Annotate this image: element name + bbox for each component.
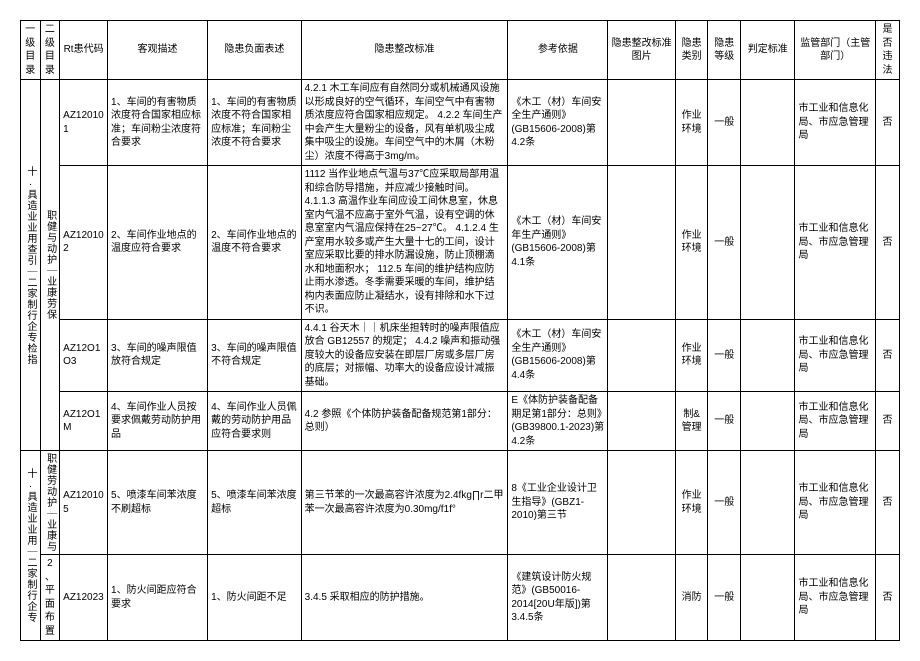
cell-img (608, 166, 675, 320)
cell-judge (741, 555, 795, 641)
cell-ref: 《木工（材）车间安全生产通则》(GB15606-2008)第4.4条 (508, 319, 608, 392)
cell-obj: 4、车间作业人员按要求佩戴劳动防护用品 (108, 392, 208, 451)
cell-ill: 否 (875, 166, 899, 320)
cell-code: AZ120102 (60, 166, 108, 320)
cell-lvl: 一般 (708, 555, 741, 641)
h-cat: 隐患类别 (675, 21, 708, 80)
h-img: 隐患整改标准图片 (608, 21, 675, 80)
cell-lvl: 一般 (708, 319, 741, 392)
h-judge: 判定标准 (741, 21, 795, 80)
h-lv2: 二级目录 (40, 21, 60, 80)
table-row: AZ12O1M 4、车间作业人员按要求佩戴劳动防护用品 4、车间作业人员佩戴的劳… (21, 392, 900, 451)
cell-std: 第三节苯的一次最高容许浓度为2.4fkg∏r二甲苯一次最高容许浓度为0.30mg… (301, 451, 508, 555)
cell-ill: 否 (875, 451, 899, 555)
cell-obj: 5、喷漆车间苯浓度不刷超标 (108, 451, 208, 555)
h-lvl: 隐患等级 (708, 21, 741, 80)
cell-cat: 作业环境 (675, 451, 708, 555)
cell-img (608, 80, 675, 166)
h-obj: 客观描述 (108, 21, 208, 80)
hazard-table: 一级目录 二级目录 Rt患代码 客观描述 隐患负面表述 隐患整改标准 参考依据 … (20, 20, 900, 641)
cell-dept: 市工业和信息化局、市应急管理局 (795, 319, 876, 392)
cell-lvl: 一般 (708, 392, 741, 451)
cell-dept: 市工业和信息化局、市应急管理局 (795, 451, 876, 555)
h-neg: 隐患负面表述 (208, 21, 302, 80)
lv2-a: 职健与动护｜业康劳保 (40, 80, 60, 451)
lv2-b: 职健劳动护｜业康与 (40, 451, 60, 555)
cell-code: AZ12O1O3 (60, 319, 108, 392)
cell-ill: 否 (875, 319, 899, 392)
cell-std: 3.4.5 采取相应的防护措施。 (301, 555, 508, 641)
h-lv1: 一级目录 (21, 21, 41, 80)
cell-ill: 否 (875, 80, 899, 166)
cell-ref: 《木工（材）车间安年生产通则》(GB15606-2008)第4.1条 (508, 166, 608, 320)
cell-dept: 市工业和信息化局、市应急管理局 (795, 80, 876, 166)
cell-cat: 制&管理 (675, 392, 708, 451)
cell-std: 1112 当作业地点气温与37℃应采取局部用温和综合防导措施，并应减少接触时间。… (301, 166, 508, 320)
cell-neg: 4、车间作业人员佩戴的劳动防护用品应符合要求则 (208, 392, 302, 451)
h-code: Rt患代码 (60, 21, 108, 80)
cell-cat: 作业环境 (675, 80, 708, 166)
cell-img (608, 319, 675, 392)
table-row: 十.具造业业用｜二家制行企专 职健劳动护｜业康与 AZ120105 5、喷漆车间… (21, 451, 900, 555)
h-std: 隐患整改标准 (301, 21, 508, 80)
cell-dept: 市工业和信息化局、市应急管理局 (795, 555, 876, 641)
cell-judge (741, 319, 795, 392)
cell-code: AZ12O1M (60, 392, 108, 451)
cell-dept: 市工业和信息化局、市应急管理局 (795, 392, 876, 451)
cell-obj: 1、车间的有害物质浓度符合国家相应标准；车间粉尘浓度符合要求 (108, 80, 208, 166)
cell-img (608, 392, 675, 451)
cell-neg: 1、车间的有害物质浓度不符合国家相应标准；车间粉尘浓度不符合要求 (208, 80, 302, 166)
cell-cat: 作业环境 (675, 319, 708, 392)
cell-std: 4.4.1 谷天木｜｜机床坐担转时的噪声限值应放合 GB12557 的规定； 4… (301, 319, 508, 392)
lv1-a: 十.具造业业用查引｜二家制行企专检指 (21, 80, 41, 451)
cell-ill: 否 (875, 555, 899, 641)
cell-obj: 1、防火间距应符合要求 (108, 555, 208, 641)
cell-judge (741, 80, 795, 166)
cell-lvl: 一般 (708, 80, 741, 166)
cell-code: AZ120101 (60, 80, 108, 166)
table-row: AZ120102 2、车间作业地点的温度应符合要求 2、车间作业地点的温度不符合… (21, 166, 900, 320)
h-dept: 监管部门（主管部门） (795, 21, 876, 80)
table-row: 十.具造业业用查引｜二家制行企专检指 职健与动护｜业康劳保 AZ120101 1… (21, 80, 900, 166)
cell-dept: 市工业和信息化局、市应急管理局 (795, 166, 876, 320)
cell-ref: E《体防护装备配备期足第1部分：总则》(GB39800.1-2023)第4.2条 (508, 392, 608, 451)
lv1-b: 十.具造业业用｜二家制行企专 (21, 451, 41, 641)
cell-ref: 8《工业企业设计卫生指导》(GBZ1-2010)第三节 (508, 451, 608, 555)
cell-ill: 否 (875, 392, 899, 451)
cell-neg: 1、防火间距不足 (208, 555, 302, 641)
cell-neg: 3、车间的噪声限值不符合规定 (208, 319, 302, 392)
table-row: 2、平面布置 AZ12023 1、防火间距应符合要求 1、防火间距不足 3.4.… (21, 555, 900, 641)
table-row: AZ12O1O3 3、车间的噪声限值放符合规定 3、车间的噪声限值不符合规定 4… (21, 319, 900, 392)
lv2-c: 2、平面布置 (40, 555, 60, 641)
cell-cat: 作业环境 (675, 166, 708, 320)
h-ill: 是否违法 (875, 21, 899, 80)
cell-neg: 2、车间作业地点的温度不符合要求 (208, 166, 302, 320)
cell-obj: 2、车间作业地点的温度应符合要求 (108, 166, 208, 320)
cell-ref: 《木工（材）车间安全生产通则》(GB15606-2008)第4.2条 (508, 80, 608, 166)
cell-lvl: 一般 (708, 451, 741, 555)
cell-code: AZ120105 (60, 451, 108, 555)
cell-obj: 3、车间的噪声限值放符合规定 (108, 319, 208, 392)
cell-std: 4.2 参照《个体防护装备配备规范第1部分：总则） (301, 392, 508, 451)
h-ref: 参考依据 (508, 21, 608, 80)
cell-img (608, 555, 675, 641)
cell-std: 4.2.1 木工车间应有自然同分或机械通风设施以形成良好的空气循环，车间空气中有… (301, 80, 508, 166)
cell-judge (741, 392, 795, 451)
cell-code: AZ12023 (60, 555, 108, 641)
cell-lvl: 一般 (708, 166, 741, 320)
cell-cat: 消防 (675, 555, 708, 641)
cell-neg: 5、喷漆车间苯浓度超标 (208, 451, 302, 555)
cell-judge (741, 451, 795, 555)
cell-ref: 《建筑设计防火规范》(GB50016-2014[20U年版])第3.4.5条 (508, 555, 608, 641)
header-row: 一级目录 二级目录 Rt患代码 客观描述 隐患负面表述 隐患整改标准 参考依据 … (21, 21, 900, 80)
cell-img (608, 451, 675, 555)
cell-judge (741, 166, 795, 320)
